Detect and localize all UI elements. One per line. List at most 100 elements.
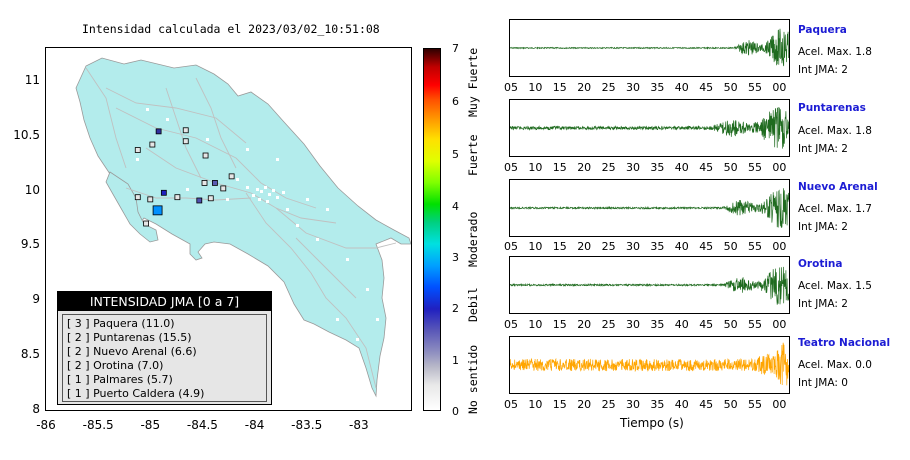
station-dot [306, 198, 309, 201]
intensity-marker [220, 185, 227, 192]
intensity-marker [228, 173, 235, 180]
lon-tick-label: -83 [349, 418, 369, 432]
colorbar-tick: 0 [452, 405, 459, 418]
road-line [245, 192, 377, 389]
time-tick-label: 55 [748, 398, 762, 411]
time-tick-label: 10 [528, 161, 543, 174]
intensity-marker [207, 195, 214, 202]
time-tick-label: 50 [723, 398, 738, 411]
intensity-marker [201, 180, 208, 186]
lon-tick-label: -84.5 [186, 418, 218, 432]
station-dot [226, 198, 229, 201]
time-tick-label: 15 [552, 398, 567, 411]
legend-row: [ 1 ] Palmares (5.7) [67, 373, 173, 386]
time-tick-label: 30 [626, 318, 640, 331]
time-tick-label: 30 [626, 81, 640, 94]
time-tick-label: 20 [577, 398, 592, 411]
time-tick-label: 05 [504, 240, 518, 253]
time-tick-label: 25 [601, 240, 616, 253]
station-dot [264, 186, 267, 189]
waveform-trace [509, 342, 790, 386]
intensity-markers [134, 127, 235, 227]
time-axis-label: Tiempo (s) [620, 416, 684, 430]
intensity-marker [160, 189, 167, 196]
legend-title: INTENSIDAD JMA [0 a 7] [58, 292, 271, 311]
time-tick-label: 25 [601, 161, 616, 174]
colorbar-tick: 5 [452, 148, 459, 161]
lat-tick-label: 8 [32, 402, 40, 416]
colorbar-label-moderado: Moderado [466, 211, 480, 267]
time-tick-label: 00 [772, 398, 787, 411]
lat-tick-label: 9.5 [20, 237, 40, 252]
road-line [105, 87, 247, 144]
legend-row: [ 1 ] Puerto Caldera (4.9) [67, 387, 205, 400]
time-tick-label: 35 [650, 81, 665, 94]
station-dot [258, 198, 261, 201]
legend-row: [ 2 ] Puntarenas (15.5) [67, 331, 192, 344]
time-tick-label: 15 [552, 240, 567, 253]
station-dot [246, 148, 249, 151]
intensity-legend: INTENSIDAD JMA [0 a 7] [ 3 ] Paquera (11… [57, 291, 272, 405]
station-dot [246, 186, 249, 189]
time-tick-label: 35 [650, 318, 665, 331]
station-accel: Acel. Max. 1.8 [798, 46, 872, 58]
station-dot [316, 238, 319, 241]
time-tick-label: 30 [626, 240, 640, 253]
station-dot [256, 188, 259, 191]
waveform-line [509, 107, 790, 149]
waveform-panel-orotina [509, 256, 790, 314]
station-dot [236, 178, 239, 181]
time-tick-label: 00 [772, 240, 787, 253]
station-dot [326, 208, 329, 211]
station-dot [166, 118, 169, 121]
time-tick-label: 10 [528, 81, 543, 94]
lat-tick-label: 9 [32, 292, 40, 307]
station-jma: Int JMA: 2 [798, 221, 848, 233]
waveform-trace [509, 188, 790, 228]
time-tick-label: 40 [674, 398, 689, 411]
colorbar-label-debil: Debil [466, 287, 480, 322]
station-accel: Acel. Max. 1.8 [798, 125, 872, 137]
waveform-line [509, 188, 790, 228]
time-tick-label: 15 [552, 81, 567, 94]
intensity-marker [174, 194, 181, 201]
waveform-panel-nuevo-arenal [509, 179, 790, 237]
time-tick-label: 55 [748, 318, 762, 331]
time-tick-label: 55 [748, 161, 762, 174]
colorbar-tick: 4 [452, 200, 459, 213]
legend-list: [ 3 ] Paquera (11.0) [ 2 ] Puntarenas (1… [62, 314, 267, 402]
lat-tick-label: 11 [24, 72, 40, 87]
time-tick-label: 50 [723, 81, 738, 94]
colorbar-tick: 6 [452, 95, 459, 108]
colorbar-label-muy-fuerte: Muy Fuerte [466, 47, 480, 117]
station-name: Puntarenas [798, 102, 866, 114]
time-tick-label: 40 [674, 318, 689, 331]
time-tick-label: 50 [723, 161, 738, 174]
lon-tick-label: -85.5 [82, 418, 114, 432]
intensity-marker [143, 220, 150, 227]
legend-row: [ 3 ] Paquera (11.0) [67, 317, 175, 330]
time-tick-label: 05 [504, 161, 518, 174]
time-tick-label: 00 [772, 318, 787, 331]
station-dot [136, 158, 139, 161]
colorbar-tick: 2 [452, 302, 459, 315]
time-axis-ticks: 05 10 15 20 25 30 35 40 45 50 55 00 [504, 161, 799, 175]
intensity-marker [134, 194, 141, 201]
lat-tick-label: 10.5 [13, 127, 40, 142]
intensity-marker [147, 196, 154, 203]
time-tick-label: 20 [577, 81, 592, 94]
waveform-trace [509, 266, 790, 305]
station-name: Paquera [798, 24, 847, 36]
intensity-marker [152, 205, 163, 216]
station-name: Orotina [798, 258, 843, 270]
lat-tick-label: 8.5 [20, 347, 40, 362]
station-dot [146, 108, 149, 111]
lon-tick-label: -84 [244, 418, 265, 432]
station-jma: Int JMA: 2 [798, 143, 848, 155]
intensity-marker [182, 138, 189, 145]
intensity-marker [155, 128, 162, 135]
station-dots [136, 108, 379, 341]
map-title: Intensidad calculada el 2023/03/02_10:51… [82, 22, 380, 36]
station-dot [206, 138, 209, 141]
time-tick-label: 40 [674, 161, 689, 174]
